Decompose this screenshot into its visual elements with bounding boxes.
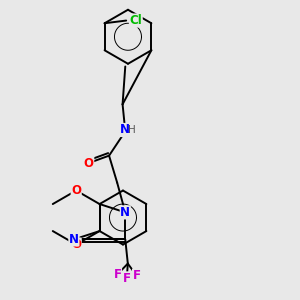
- Text: N: N: [69, 233, 79, 246]
- Text: H: H: [128, 125, 136, 135]
- Text: N: N: [120, 124, 130, 136]
- Text: Cl: Cl: [129, 14, 142, 27]
- Text: O: O: [84, 157, 94, 169]
- Text: F: F: [113, 268, 122, 281]
- Text: N: N: [120, 206, 130, 219]
- Text: F: F: [123, 272, 131, 285]
- Text: O: O: [71, 184, 81, 197]
- Text: O: O: [71, 238, 81, 251]
- Text: F: F: [133, 269, 141, 282]
